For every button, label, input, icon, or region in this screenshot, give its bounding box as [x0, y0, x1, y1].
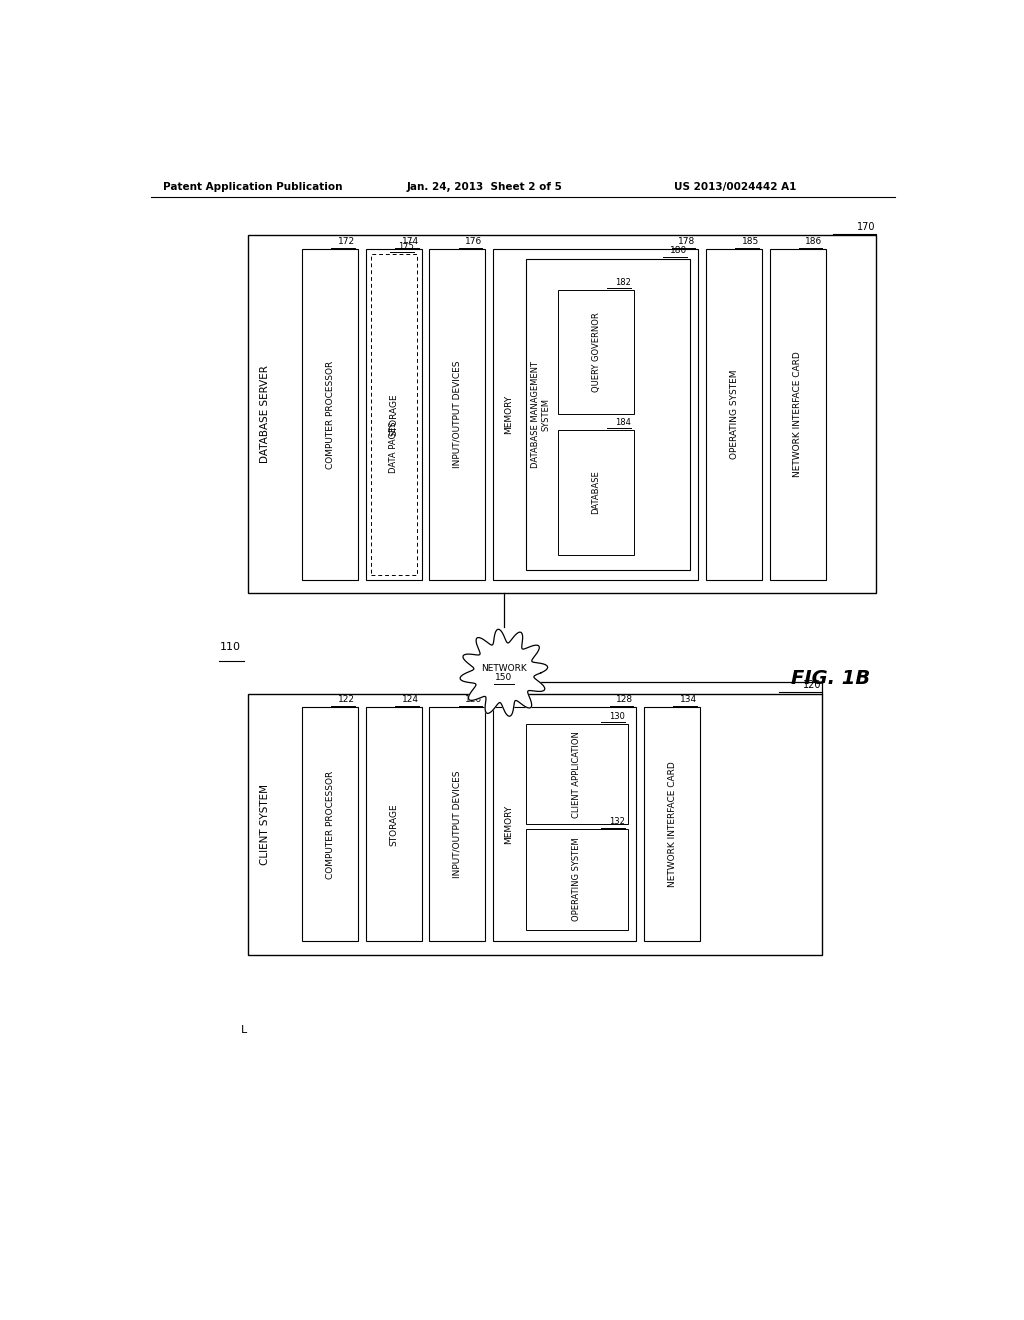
Text: NETWORK: NETWORK [481, 664, 526, 673]
Text: 132: 132 [609, 817, 625, 826]
Bar [493, 249, 698, 579]
Bar [770, 249, 825, 579]
Bar [302, 249, 358, 579]
Bar [429, 249, 485, 579]
Text: 176: 176 [465, 238, 482, 247]
Bar [429, 708, 485, 941]
Text: 172: 172 [338, 238, 355, 247]
Text: 178: 178 [678, 238, 695, 247]
Text: 185: 185 [741, 238, 759, 247]
Bar [525, 723, 628, 825]
Text: COMPUTER PROCESSOR: COMPUTER PROCESSOR [326, 360, 335, 469]
Bar [644, 708, 700, 941]
Bar [707, 249, 762, 579]
Bar [558, 289, 634, 414]
Text: 170: 170 [857, 222, 876, 232]
Text: 124: 124 [401, 696, 419, 705]
Bar [366, 249, 422, 579]
Text: NETWORK INTERFACE CARD: NETWORK INTERFACE CARD [668, 762, 677, 887]
Text: 120: 120 [803, 681, 821, 690]
Text: 122: 122 [338, 696, 355, 705]
Bar [525, 259, 690, 570]
Bar [366, 708, 422, 941]
Bar [302, 708, 358, 941]
Text: Jan. 24, 2013  Sheet 2 of 5: Jan. 24, 2013 Sheet 2 of 5 [407, 182, 563, 191]
Bar [493, 708, 636, 941]
Text: INPUT/OUTPUT DEVICES: INPUT/OUTPUT DEVICES [453, 771, 462, 878]
Text: MEMORY: MEMORY [504, 395, 513, 434]
Text: DATA PAGES: DATA PAGES [389, 421, 398, 473]
Text: US 2013/0024442 A1: US 2013/0024442 A1 [675, 182, 797, 191]
Text: CLIENT APPLICATION: CLIENT APPLICATION [572, 731, 582, 817]
Text: 128: 128 [616, 696, 633, 705]
Bar [558, 430, 634, 554]
Text: 180: 180 [670, 247, 687, 256]
Text: CLIENT SYSTEM: CLIENT SYSTEM [260, 784, 270, 865]
Text: INPUT/OUTPUT DEVICES: INPUT/OUTPUT DEVICES [453, 360, 462, 469]
Text: Patent Application Publication: Patent Application Publication [163, 182, 342, 191]
Text: QUERY GOVERNOR: QUERY GOVERNOR [592, 313, 601, 392]
Text: DATABASE MANAGEMENT
SYSTEM: DATABASE MANAGEMENT SYSTEM [531, 360, 551, 467]
Bar [248, 235, 876, 594]
Text: 126: 126 [465, 696, 482, 705]
Text: DATABASE: DATABASE [592, 470, 601, 515]
Text: 186: 186 [805, 238, 822, 247]
Text: DATABASE SERVER: DATABASE SERVER [260, 366, 270, 463]
Text: 130: 130 [609, 711, 625, 721]
Text: L: L [241, 1024, 247, 1035]
Text: STORAGE: STORAGE [389, 393, 398, 436]
Text: MEMORY: MEMORY [504, 805, 513, 843]
Text: 150: 150 [496, 673, 512, 682]
Polygon shape [460, 630, 548, 717]
Bar [525, 829, 628, 929]
Text: 175: 175 [398, 242, 414, 251]
Text: COMPUTER PROCESSOR: COMPUTER PROCESSOR [326, 771, 335, 879]
Bar [371, 253, 417, 576]
Text: NETWORK INTERFACE CARD: NETWORK INTERFACE CARD [794, 351, 802, 478]
Text: OPERATING SYSTEM: OPERATING SYSTEM [729, 370, 738, 459]
Text: STORAGE: STORAGE [389, 803, 398, 846]
Text: FIG. 1B: FIG. 1B [791, 669, 869, 688]
Bar [248, 693, 821, 956]
Text: 134: 134 [680, 696, 697, 705]
Text: 174: 174 [401, 238, 419, 247]
Text: 182: 182 [615, 277, 631, 286]
Text: 184: 184 [615, 418, 631, 426]
Text: OPERATING SYSTEM: OPERATING SYSTEM [572, 838, 582, 921]
Text: 110: 110 [219, 643, 241, 652]
